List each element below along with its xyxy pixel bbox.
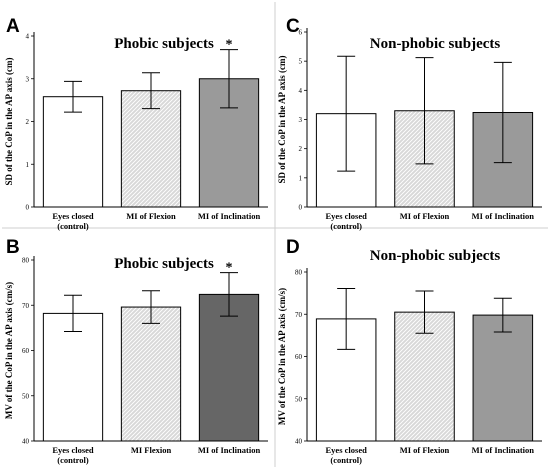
significance-marker: * [226, 38, 233, 53]
y-tick-label: 4 [299, 87, 303, 95]
y-tick-label: 3 [299, 116, 303, 124]
x-category-sublabel: (control) [57, 455, 89, 465]
x-category-label: MI of Flexion [400, 445, 450, 455]
y-axis-label: MV of the CoP in the AP axis (cm/s) [4, 282, 14, 419]
y-axis-label: SD of the CoP in the AP axis (cm) [277, 56, 287, 184]
chart-panel-b: B Phobic subjects MV of the CoP in the AP … [4, 237, 268, 465]
panel-letter: B [6, 237, 20, 258]
y-tick-label: 0 [26, 204, 30, 212]
y-tick-label: 2 [299, 145, 303, 153]
bar [198, 293, 260, 442]
y-tick-label: 50 [22, 392, 30, 400]
chart-title: Non-phobic subjects [370, 248, 501, 264]
y-tick-label: 60 [22, 347, 30, 355]
panel-letter: C [286, 16, 300, 37]
chart-panel-a: A Phobic subjects SD of the CoP in the AP … [4, 16, 268, 231]
x-category-label: MI of Flexion [126, 211, 176, 221]
y-axis-label: MV of the CoP in the AP axis (cm/s) [277, 288, 287, 425]
x-category-label: MI of Flexion [400, 211, 450, 221]
y-tick-label: 3 [26, 75, 30, 83]
chart-panel-d: D Non-phobic subjects MV of the CoP in the… [277, 237, 542, 465]
y-tick-label: 0 [299, 204, 303, 212]
y-tick-label: 60 [295, 353, 303, 361]
y-tick-label: 2 [26, 118, 30, 126]
x-category-label: MI of Inclination [198, 211, 261, 221]
chart-title: Phobic subjects [114, 36, 214, 52]
panel-letter: A [6, 16, 20, 37]
x-category-sublabel: (control) [57, 221, 89, 231]
x-category-label: Eyes closed [52, 445, 94, 455]
x-category-label: Eyes closed [52, 211, 94, 221]
panel-letter: D [286, 237, 300, 258]
y-tick-label: 50 [295, 395, 303, 403]
y-axis-label: SD of the CoP in the AP axis (cm) [4, 58, 14, 186]
x-category-sublabel: (control) [330, 455, 362, 465]
y-tick-label: 1 [26, 161, 30, 169]
bar [472, 314, 534, 442]
chart-title: Phobic subjects [114, 256, 214, 272]
x-category-label: MI of Inclination [472, 445, 535, 455]
y-tick-label: 70 [22, 302, 30, 310]
significance-marker: * [226, 261, 233, 276]
y-tick-label: 4 [26, 33, 30, 41]
chart-title: Non-phobic subjects [370, 36, 501, 52]
y-tick-label: 5 [299, 58, 303, 66]
y-tick-label: 1 [299, 174, 303, 182]
x-category-sublabel: (control) [330, 221, 362, 231]
x-category-label: MI of Inclination [472, 211, 535, 221]
y-tick-label: 80 [22, 257, 30, 265]
x-category-label: MI Flexion [131, 445, 172, 455]
y-tick-label: 40 [22, 438, 30, 446]
y-tick-label: 70 [295, 311, 303, 319]
bar [120, 90, 182, 208]
y-tick-label: 6 [299, 29, 303, 37]
chart-panel-c: C Non-phobic subjects SD of the CoP in the… [277, 16, 542, 231]
x-category-label: Eyes closed [326, 211, 368, 221]
bar [120, 306, 182, 442]
x-category-label: Eyes closed [326, 445, 368, 455]
bar [42, 312, 104, 442]
bar [42, 96, 104, 208]
y-tick-label: 80 [295, 269, 303, 277]
y-tick-label: 40 [295, 438, 303, 446]
x-category-label: MI of Inclination [198, 445, 261, 455]
